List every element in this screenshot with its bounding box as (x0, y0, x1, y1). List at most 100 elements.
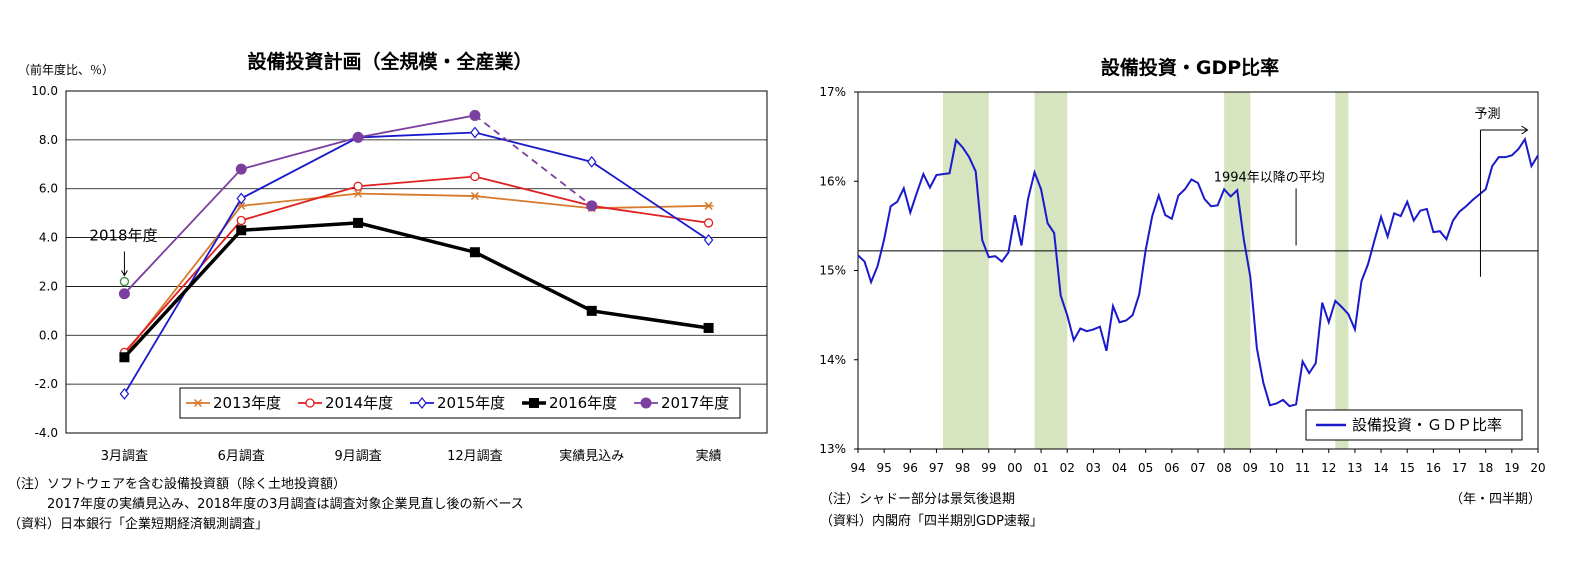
chart1-note-2: 2017年度の実績見込み、2018年度の3月調査は調査対象企業見直し後の新ベース (8, 497, 524, 512)
chart1-point (118, 288, 130, 300)
chart2-recession-band (1034, 92, 1068, 449)
chart2-xtick-label: 94 (850, 461, 865, 475)
chart1-xtick-label: 6月調査 (218, 449, 265, 464)
chart2-note-1: （注）シャドー部分は景気後退期 (820, 492, 1016, 507)
chart1-legend-label: 2014年度 (325, 394, 393, 412)
chart1-legend-marker (529, 398, 539, 408)
chart1-point (236, 225, 247, 236)
chart2-xtick-label: 11 (1295, 461, 1310, 475)
chart1-point (586, 305, 597, 316)
chart2-xtick-label: 05 (1138, 461, 1153, 475)
chart1-ytick-label: -2.0 (35, 377, 58, 391)
chart2-xtick-label: 12 (1321, 461, 1336, 475)
chart2-xtick-label: 95 (877, 461, 892, 475)
chart2-xtick-label: 09 (1243, 461, 1258, 475)
chart1-xtick-label: 実績 (696, 448, 722, 464)
chart1-point (470, 171, 480, 182)
chart1-legend-marker (193, 398, 203, 408)
chart1-point (703, 234, 714, 246)
chart1-point (352, 131, 364, 143)
chart1-annotation-2018: 2018年度 (89, 227, 157, 245)
chart1-plot-area: 10.0 8.0 6.0 4.0 2.0 0.0 -2.0 -4.0 3月調査 6月調査 9月調査 1… (31, 84, 768, 464)
chart2-xtick-label: 20 (1530, 461, 1545, 475)
chart2-forecast-label: 予測 (1474, 107, 1500, 122)
chart1-note-3: （資料）日本銀行「企業短期経済観測調査」 (8, 517, 269, 532)
chart1-point (236, 192, 247, 205)
chart2-xtick-label: 06 (1164, 461, 1179, 475)
chart1-xtick-label: 3月調査 (101, 449, 148, 464)
chart2-xtick-label: 17 (1452, 461, 1467, 475)
chart1-ytick-label: 8.0 (39, 133, 58, 147)
chart1-ytick-label: 4.0 (39, 231, 58, 245)
chart2-xtick-label: 01 (1033, 461, 1048, 475)
chart1-point (470, 126, 480, 139)
chart2-xtick-label: 13 (1347, 461, 1362, 475)
chart1-point (703, 218, 714, 228)
chart2-xtick-label: 08 (1217, 461, 1232, 475)
chart1-point (353, 181, 363, 191)
chart1-point (469, 109, 481, 121)
capex-plan-chart: 設備投資計画（全規模・全産業） （前年度比、％） 10.0 8.0 6.0 4.0 2.… (18, 50, 768, 464)
chart1-ytick-label: -4.0 (35, 426, 58, 440)
chart1-point (586, 200, 598, 212)
chart1-legend-label: 2016年度 (549, 394, 617, 412)
chart2-forecast-arrowhead (1521, 125, 1529, 135)
chart1-note-1: （注）ソフトウェアを含む設備投資額（除く土地投資額） (8, 477, 347, 492)
chart1-point (235, 163, 247, 175)
chart2-note-2: （資料）内閣府「四半期別GDP速報」 (820, 514, 1043, 529)
chart1-line (123, 114, 476, 295)
chart1-ytick-label: 6.0 (39, 182, 58, 196)
chart1-series-2016年度 (119, 217, 714, 363)
chart1-legend-label: 2015年度 (437, 394, 505, 412)
chart2-xtick-label: 02 (1060, 461, 1075, 475)
chart1-xtick-label: 実績見込み (559, 448, 624, 464)
chart1-point (703, 201, 714, 210)
chart2-ytick-label: 17% (819, 85, 846, 99)
chart1-xtick-label: 12月調査 (447, 449, 503, 464)
chart2-xtick-label: 00 (1007, 461, 1022, 475)
chart1-legend-label: 2013年度 (213, 394, 281, 412)
chart1-ylabel: （前年度比、％） (18, 62, 114, 77)
chart1-frame (65, 90, 768, 434)
chart1-xtick-label: 9月調査 (334, 449, 381, 464)
chart1-series-2017年度 (118, 109, 598, 300)
chart1-point (703, 322, 714, 333)
chart1-legend-marker (305, 398, 315, 408)
chart1-point (119, 352, 130, 363)
chart1-line (123, 175, 709, 353)
chart2-ytick-label: 13% (819, 442, 846, 456)
chart2-ytick-label: 15% (819, 264, 846, 278)
chart2-average-label: 1994年以降の平均 (1214, 170, 1325, 185)
chart2-xtick-label: 99 (981, 461, 996, 475)
chart1-legend-marker (417, 397, 427, 409)
chart1-line (123, 221, 709, 359)
chart1-point-2018 (119, 276, 130, 287)
chart2-plot-area: 17% 16% 15% 14% 13% 94 95 96 97 98 99 00 01 02 03 04 05 0… (819, 85, 1545, 475)
chart1-series-2013年度 (119, 189, 714, 359)
chart2-ytick-label: 14% (819, 353, 846, 367)
chart1-ytick-label: 2.0 (39, 279, 58, 293)
chart1-line (123, 192, 709, 356)
chart2-recession-band (1224, 92, 1251, 449)
chart1-legend-label: 2017年度 (661, 394, 729, 412)
chart2-xtick-label: 97 (929, 461, 944, 475)
capex-gdp-ratio-chart: 設備投資・GDP比率 17% 16% 15% 14% 13% 94 95 96 97 98 99 00… (819, 56, 1545, 475)
chart2-xtick-label: 96 (903, 461, 918, 475)
chart2-xtick-label: 10 (1269, 461, 1284, 475)
chart1-point (236, 215, 246, 226)
chart2-recession-band (1335, 92, 1349, 449)
chart1-point (353, 189, 364, 198)
chart2-xtick-label: 04 (1112, 461, 1127, 475)
chart2-xtick-label: 03 (1086, 461, 1101, 475)
chart2-ytick-label: 16% (819, 174, 846, 188)
chart1-line-dashed (474, 114, 593, 207)
chart2-xtick-label: 14 (1373, 461, 1388, 475)
chart1-point (119, 387, 130, 400)
chart1-annotation-arrowhead (120, 270, 128, 277)
chart2-recession-band (943, 92, 989, 449)
chart1-point (353, 217, 364, 228)
chart1-point (586, 155, 597, 168)
chart1-legend-marker (640, 397, 652, 409)
chart2-xtick-label: 15 (1400, 461, 1415, 475)
chart2-title: 設備投資・GDP比率 (1101, 56, 1279, 79)
